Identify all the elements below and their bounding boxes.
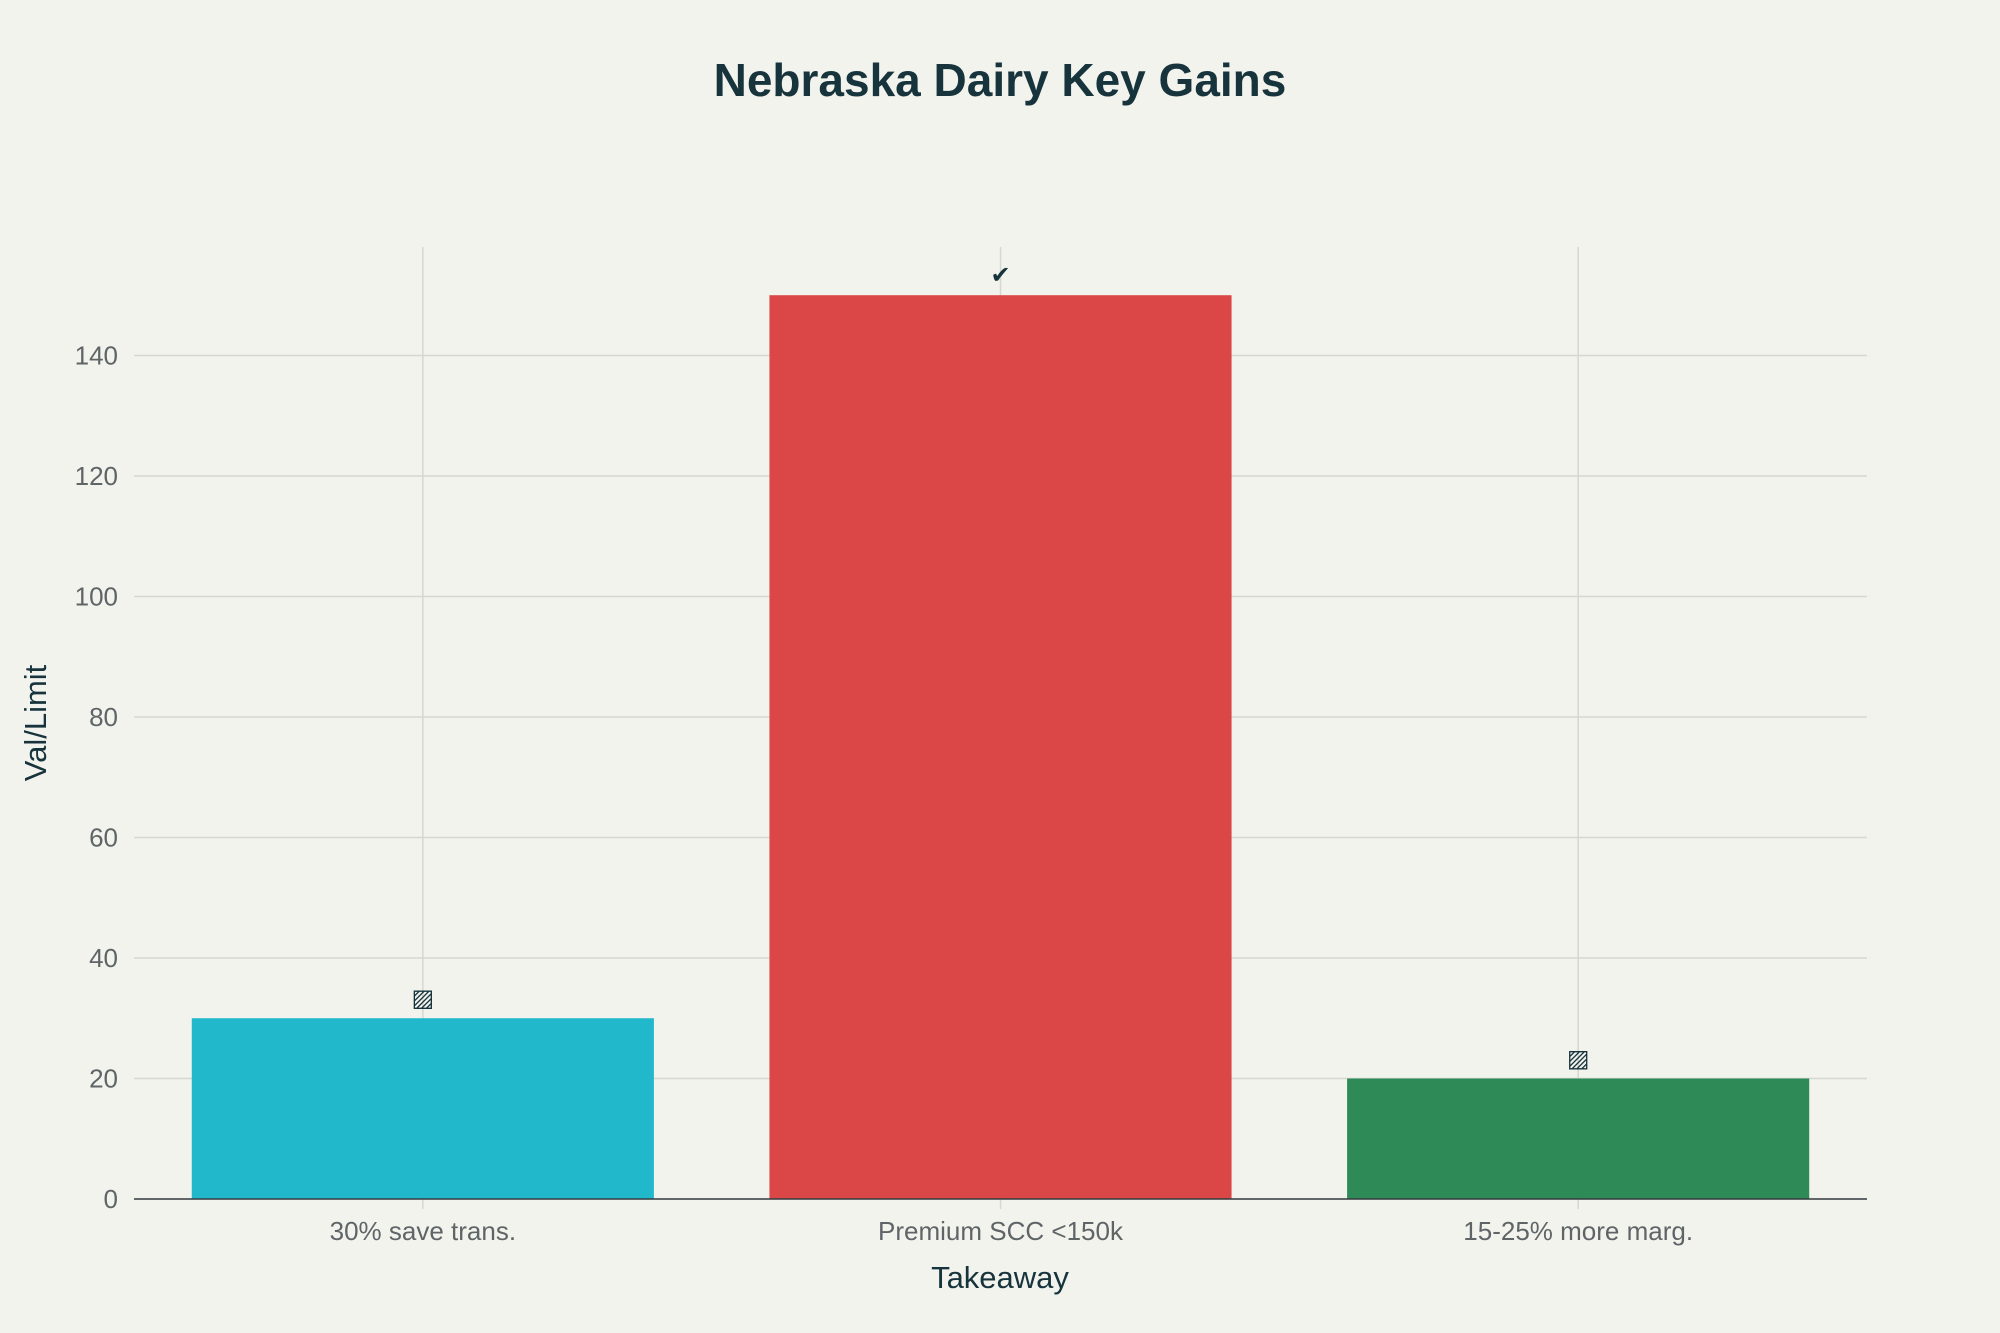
y-tick-label: 140: [75, 340, 118, 370]
y-tick-label: 0: [104, 1184, 118, 1214]
x-axis-title: Takeaway: [931, 1260, 1069, 1295]
bar[interactable]: [1347, 1078, 1810, 1199]
y-tick-label: 120: [75, 461, 118, 491]
y-tick-label: 20: [89, 1063, 118, 1093]
x-tick-label: 15-25% more marg.: [1463, 1216, 1693, 1246]
bar-value-label: ✔: [990, 261, 1010, 289]
bar-value-label: ▨: [411, 984, 434, 1012]
bar[interactable]: [191, 1018, 654, 1199]
y-tick-label: 60: [89, 822, 118, 852]
x-tick-label: 30% save trans.: [330, 1216, 516, 1246]
x-axis-ticks: 30% save trans. Premium SCC <150k 15-25% m…: [330, 1216, 1693, 1246]
x-tick-label: Premium SCC <150k: [878, 1216, 1124, 1246]
bar[interactable]: [769, 295, 1232, 1200]
y-axis-ticks: 0 20 40 60 80 100 120 140: [75, 340, 118, 1214]
y-tick-label: 40: [89, 943, 118, 973]
y-tick-label: 100: [75, 581, 118, 611]
bar-labels: ▨ ✔ ▨: [411, 261, 1589, 1072]
y-tick-label: 80: [89, 702, 118, 732]
bar-value-label: ▨: [1567, 1044, 1590, 1072]
bars: [191, 295, 1810, 1200]
y-axis-title: Val/Limit: [18, 664, 53, 781]
chart-title: Nebraska Dairy Key Gains: [714, 54, 1287, 106]
